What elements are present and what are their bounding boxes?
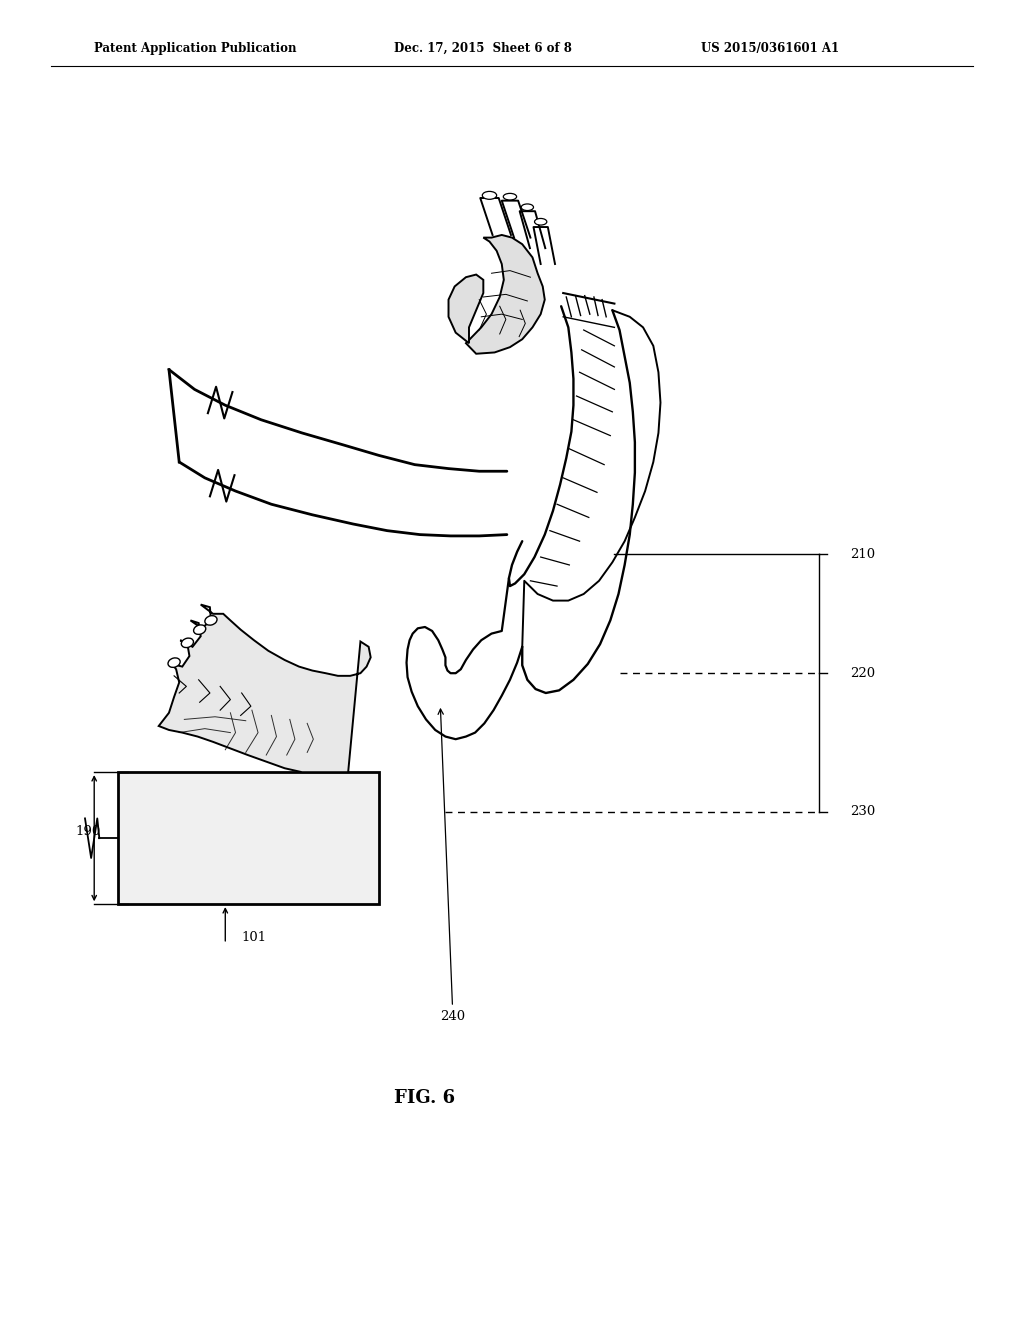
Ellipse shape bbox=[482, 191, 497, 199]
Polygon shape bbox=[449, 275, 483, 343]
Text: 101: 101 bbox=[242, 931, 266, 944]
Ellipse shape bbox=[521, 205, 534, 210]
Text: 230: 230 bbox=[850, 805, 876, 818]
Text: 240: 240 bbox=[438, 709, 466, 1023]
Bar bbox=[118, 772, 379, 904]
Text: US 2015/0361601 A1: US 2015/0361601 A1 bbox=[701, 42, 840, 54]
Polygon shape bbox=[159, 605, 371, 772]
Text: Patent Application Publication: Patent Application Publication bbox=[94, 42, 297, 54]
Ellipse shape bbox=[168, 657, 180, 668]
Polygon shape bbox=[466, 235, 545, 354]
Ellipse shape bbox=[205, 615, 217, 626]
Ellipse shape bbox=[504, 194, 516, 199]
Ellipse shape bbox=[194, 624, 206, 635]
Ellipse shape bbox=[181, 638, 194, 648]
Ellipse shape bbox=[535, 218, 547, 224]
Text: 210: 210 bbox=[850, 548, 876, 561]
Text: FIG. 6: FIG. 6 bbox=[394, 1089, 456, 1107]
Text: 190: 190 bbox=[75, 825, 100, 838]
Text: Dec. 17, 2015  Sheet 6 of 8: Dec. 17, 2015 Sheet 6 of 8 bbox=[394, 42, 572, 54]
Text: 220: 220 bbox=[850, 667, 876, 680]
